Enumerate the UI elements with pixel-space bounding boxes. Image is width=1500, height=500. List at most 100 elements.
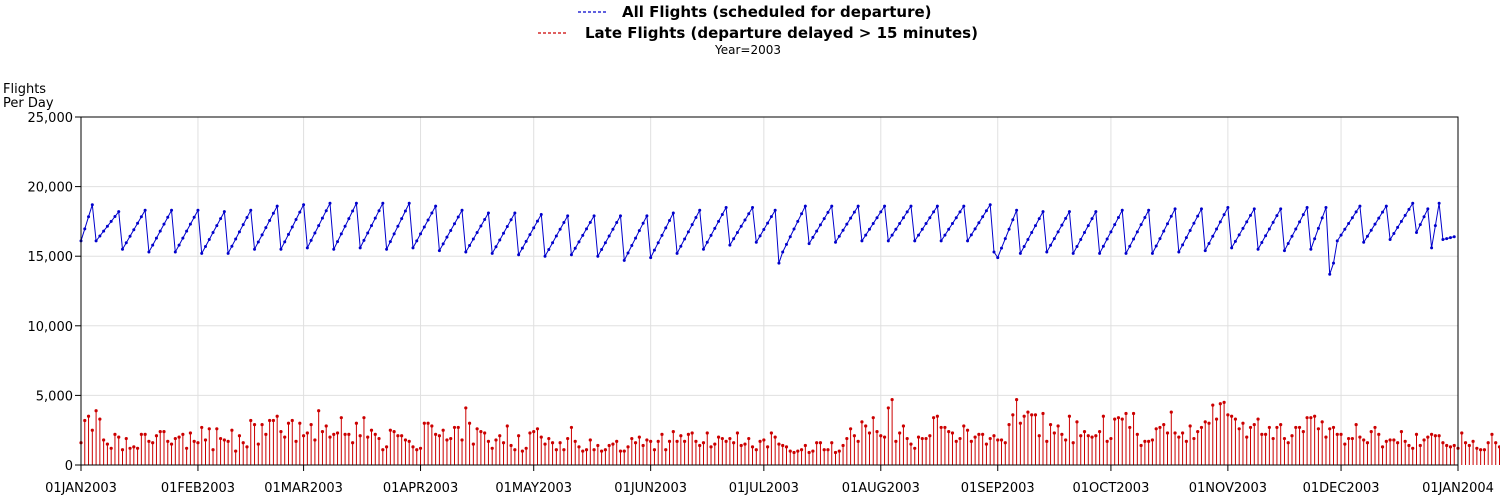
all-flights-point	[1150, 251, 1154, 255]
all-flights-point	[275, 204, 279, 208]
late-flights-point	[694, 439, 698, 443]
late-flights-point	[596, 443, 600, 448]
all-flights-point	[339, 232, 343, 236]
all-flights-point	[1290, 234, 1294, 238]
plot-area-frame	[80, 116, 1459, 466]
all-flights-point	[158, 229, 162, 233]
late-flights-point	[501, 441, 506, 445]
late-flights-point	[837, 449, 841, 453]
all-flights-point	[1347, 221, 1351, 225]
all-flights-point	[837, 234, 841, 238]
late-flights-point	[954, 439, 958, 443]
late-flights-point	[1479, 448, 1483, 452]
late-flights-point	[728, 436, 732, 441]
late-flights-point	[988, 436, 992, 441]
late-flights-point	[958, 436, 962, 441]
late-flights-point	[1037, 434, 1041, 438]
late-flights-point	[754, 448, 758, 452]
late-flights-point	[905, 436, 909, 441]
late-flights-point	[154, 434, 159, 438]
late-flights-point	[1090, 435, 1094, 439]
x-tick-label: 01AUG2003	[842, 481, 920, 496]
late-flights-point	[1369, 429, 1373, 434]
all-flights-point	[509, 218, 513, 222]
late-flights-point	[230, 428, 234, 432]
late-flights-point	[732, 441, 736, 445]
late-flights-point	[664, 448, 668, 452]
late-flights-point	[792, 450, 796, 455]
all-flights-point	[1166, 222, 1170, 226]
all-flights-point	[388, 240, 392, 244]
late-flights-point	[332, 432, 336, 436]
all-flights-point	[1324, 205, 1328, 209]
late-flights-point	[1162, 423, 1166, 427]
late-flights-point	[603, 448, 607, 452]
all-flights-point	[320, 216, 324, 220]
late-flights-point	[701, 441, 706, 445]
all-flights-point	[1384, 204, 1388, 208]
late-flights-point	[1060, 432, 1064, 436]
all-flights-point	[879, 210, 883, 214]
all-flights-point	[1249, 213, 1253, 217]
all-flights-point	[1101, 244, 1105, 248]
all-flights-point	[1267, 227, 1271, 231]
late-flights-point	[158, 429, 162, 434]
late-flights-point	[494, 438, 498, 442]
all-flights-point	[1147, 208, 1151, 212]
all-flights-point	[992, 250, 996, 254]
late-flights-point	[117, 435, 121, 439]
all-flights-point	[1275, 214, 1279, 218]
all-flights-point	[226, 251, 230, 255]
late-flights-point	[203, 438, 208, 442]
all-flights-point	[852, 210, 856, 214]
all-flights-point	[1154, 244, 1158, 248]
all-flights-point	[600, 247, 604, 251]
all-flights-point	[788, 235, 792, 239]
late-flights-point	[1241, 421, 1245, 425]
all-flights-point	[445, 235, 449, 239]
late-flights-point	[1033, 413, 1038, 417]
late-flights-point	[256, 442, 260, 446]
all-flights-point	[505, 225, 509, 229]
all-flights-point	[988, 203, 992, 207]
all-flights-point	[185, 229, 189, 233]
late-flights-point	[1271, 436, 1275, 441]
all-flights-point	[1000, 246, 1004, 250]
late-flights-point	[1362, 438, 1366, 442]
late-flights-point	[562, 448, 566, 452]
all-flights-point	[1294, 227, 1298, 231]
late-flights-point	[1365, 441, 1370, 445]
all-flights-point	[1067, 210, 1071, 214]
all-flights-point	[1211, 234, 1215, 238]
late-flights-point	[973, 435, 977, 439]
late-flights-point	[109, 446, 113, 450]
late-flights-point	[1309, 416, 1313, 420]
late-flights-point	[298, 421, 302, 425]
all-flights-point	[1339, 233, 1343, 237]
late-flights-point	[222, 438, 226, 442]
all-flights-point	[796, 219, 800, 223]
late-flights-point	[867, 431, 872, 435]
late-flights-point	[513, 448, 517, 452]
all-flights-point	[845, 222, 849, 226]
all-flights-point	[966, 239, 970, 243]
late-flights-point	[698, 443, 702, 448]
all-flights-point	[143, 208, 147, 212]
all-flights-point	[219, 217, 223, 221]
all-flights-point	[751, 205, 755, 209]
late-flights-point	[554, 448, 558, 452]
late-flights-point	[1041, 411, 1045, 416]
all-flights-point	[1139, 223, 1143, 227]
all-flights-point	[1415, 231, 1419, 235]
all-flights-point	[1305, 205, 1309, 209]
all-flights-point	[984, 209, 988, 213]
late-flights-point	[1128, 425, 1132, 430]
late-flights-point	[637, 435, 641, 439]
late-flights-point	[449, 436, 453, 441]
late-flights-point	[1056, 424, 1060, 428]
all-flights-point	[920, 227, 924, 231]
late-flights-point	[268, 418, 272, 423]
all-flights-point	[196, 208, 200, 212]
late-flights-point	[124, 436, 128, 441]
all-flights-point	[781, 250, 785, 254]
